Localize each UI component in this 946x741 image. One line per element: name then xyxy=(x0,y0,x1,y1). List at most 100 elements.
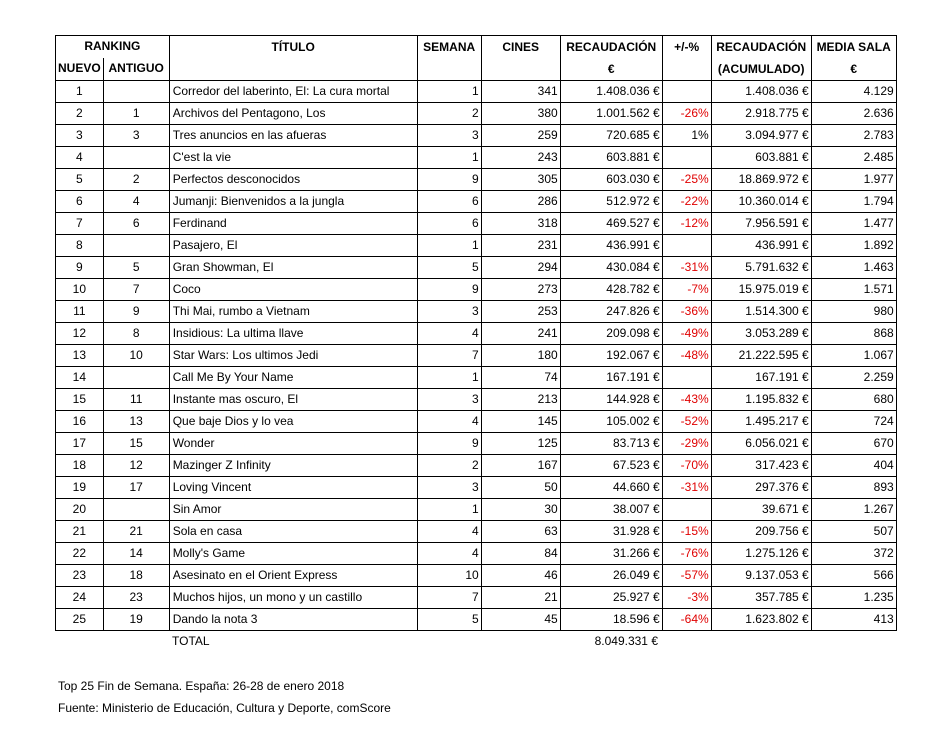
header-row: RANKING TÍTULO SEMANA CINES RECAUDACIÓN € +/-%… xyxy=(55,35,897,81)
table-cell: 4 xyxy=(416,542,482,565)
table-cell: 5 xyxy=(416,608,482,631)
table-cell: 1 xyxy=(55,80,104,103)
table-cell: 720.685 € xyxy=(559,124,663,147)
table-cell: 18 xyxy=(102,564,170,587)
table-cell: 18.869.972 € xyxy=(710,168,812,191)
table-cell: -76% xyxy=(661,542,712,565)
table-cell: 13 xyxy=(102,410,170,433)
data-row: 12 8 Insidious: La ultima llave 4 241 209.098… xyxy=(55,322,897,345)
data-row: 9 5 Gran Showman, El 5 294 430.084 € -31% 5.791… xyxy=(55,256,897,279)
table-cell: -70% xyxy=(661,454,712,477)
data-row: 14 Call Me By Your Name 1 74 167.191 €167.19… xyxy=(55,366,897,389)
table-cell: 980 xyxy=(810,300,897,323)
table-cell: 12 xyxy=(102,454,170,477)
header-text: € xyxy=(607,62,615,76)
table-cell: 2.485 xyxy=(810,146,897,169)
header-row: NUEVO ANTIGUO xyxy=(55,58,897,81)
table-cell: Loving Vincent xyxy=(168,476,418,499)
table-cell: 1.571 xyxy=(810,278,897,301)
table-cell: 1 xyxy=(102,102,170,125)
table-cell: 6.056.021 € xyxy=(710,432,812,455)
table-cell: Call Me By Your Name xyxy=(168,366,418,389)
table-cell: 243 xyxy=(480,146,561,169)
table-cell: Instante mas oscuro, El xyxy=(168,388,418,411)
header-cell: MEDIA SALA € xyxy=(810,35,897,81)
data-row: 24 23 Muchos hijos, un mono y un castillo 7… xyxy=(55,586,897,609)
table-cell: -36% xyxy=(661,300,712,323)
data-row: 25 19 Dando la nota 3 5 45 18.596 € -64% 1.623.… xyxy=(55,608,897,631)
table-cell: -26% xyxy=(661,102,712,125)
data-row: 2 1 Archivos del Pentagono, Los 2 380 1.001.5… xyxy=(55,102,897,125)
table-cell: 341 xyxy=(480,80,561,103)
table-cell: Tres anuncios en las afueras xyxy=(168,124,418,147)
data-row: 19 17 Loving Vincent 3 50 44.660 € -31% 297.376… xyxy=(55,476,897,499)
header-text: € xyxy=(850,62,858,76)
table-cell: 26.049 € xyxy=(559,564,663,587)
table-cell: -52% xyxy=(661,410,712,433)
table-cell: 4 xyxy=(416,322,482,345)
table-cell: 3 xyxy=(416,388,482,411)
table-cell: 144.928 € xyxy=(559,388,663,411)
table-cell: 9 xyxy=(416,278,482,301)
table-cell: 14 xyxy=(55,366,104,389)
table-cell: Dando la nota 3 xyxy=(168,608,418,631)
total-label: TOTAL xyxy=(172,634,210,648)
note: Top 25 Fin de Semana. España: 26-28 de e… xyxy=(58,679,345,693)
header-cell: ANTIGUO xyxy=(102,58,170,81)
table-cell: Mazinger Z Infinity xyxy=(168,454,418,477)
table-cell: 231 xyxy=(480,234,561,257)
data-row: 13 10 Star Wars: Los ultimos Jedi 7 180 192.0… xyxy=(55,344,897,367)
table-cell: Que baje Dios y lo vea xyxy=(168,410,418,433)
table-cell: C'est la vie xyxy=(168,146,418,169)
table-cell: 192.067 € xyxy=(559,344,663,367)
table-cell: -12% xyxy=(661,212,712,235)
table-cell: 23 xyxy=(102,586,170,609)
table-cell: 893 xyxy=(810,476,897,499)
table-cell: 74 xyxy=(480,366,561,389)
table-cell: 1.235 xyxy=(810,586,897,609)
data-row: 1 Corredor del laberinto, El: La cura mor… xyxy=(55,80,897,103)
table-cell: 5 xyxy=(102,256,170,279)
table-cell: 6 xyxy=(416,190,482,213)
table-cell xyxy=(102,234,170,257)
table-cell: 380 xyxy=(480,102,561,125)
table-cell: 603.881 € xyxy=(710,146,812,169)
header-cell: CINES xyxy=(480,35,561,81)
table-cell: 372 xyxy=(810,542,897,565)
table-cell: 11 xyxy=(55,300,104,323)
table-cell: 1.408.036 € xyxy=(710,80,812,103)
data-row: 16 13 Que baje Dios y lo vea 4 145 105.002 € -… xyxy=(55,410,897,433)
table-cell xyxy=(102,366,170,389)
total-value: 8.049.331 € xyxy=(594,634,658,648)
table-cell: 5 xyxy=(416,256,482,279)
table-cell: 83.713 € xyxy=(559,432,663,455)
table-cell: 357.785 € xyxy=(710,586,812,609)
table-cell: -64% xyxy=(661,608,712,631)
data-row: 10 7 Coco 9 273 428.782 € -7% 15.975.019 €1.571 xyxy=(55,278,897,301)
table-cell: 105.002 € xyxy=(559,410,663,433)
table-cell: 4 xyxy=(416,520,482,543)
table-cell xyxy=(661,80,712,103)
table-cell: 24 xyxy=(55,586,104,609)
table-cell: Sin Amor xyxy=(168,498,418,521)
table-cell: 44.660 € xyxy=(559,476,663,499)
header-text: TÍTULO xyxy=(271,40,315,54)
table-cell: 507 xyxy=(810,520,897,543)
table-cell: 21 xyxy=(480,586,561,609)
table-cell: 8 xyxy=(55,234,104,257)
table-cell: -48% xyxy=(661,344,712,367)
table-cell: 2 xyxy=(416,454,482,477)
table-cell: 9 xyxy=(416,432,482,455)
header-text: RECAUDACIÓN xyxy=(716,40,807,54)
table-cell: 25 xyxy=(55,608,104,631)
table-cell: 3.094.977 € xyxy=(710,124,812,147)
table-cell: Muchos hijos, un mono y un castillo xyxy=(168,586,418,609)
table-cell: 1.794 xyxy=(810,190,897,213)
table-cell: Corredor del laberinto, El: La cura mort… xyxy=(168,80,418,103)
table-cell: Pasajero, El xyxy=(168,234,418,257)
table-cell: 213 xyxy=(480,388,561,411)
data-row: 15 11 Instante mas oscuro, El 3 213 144.928 €… xyxy=(55,388,897,411)
table-cell: 7.956.591 € xyxy=(710,212,812,235)
table-cell: 38.007 € xyxy=(559,498,663,521)
table-cell xyxy=(661,366,712,389)
